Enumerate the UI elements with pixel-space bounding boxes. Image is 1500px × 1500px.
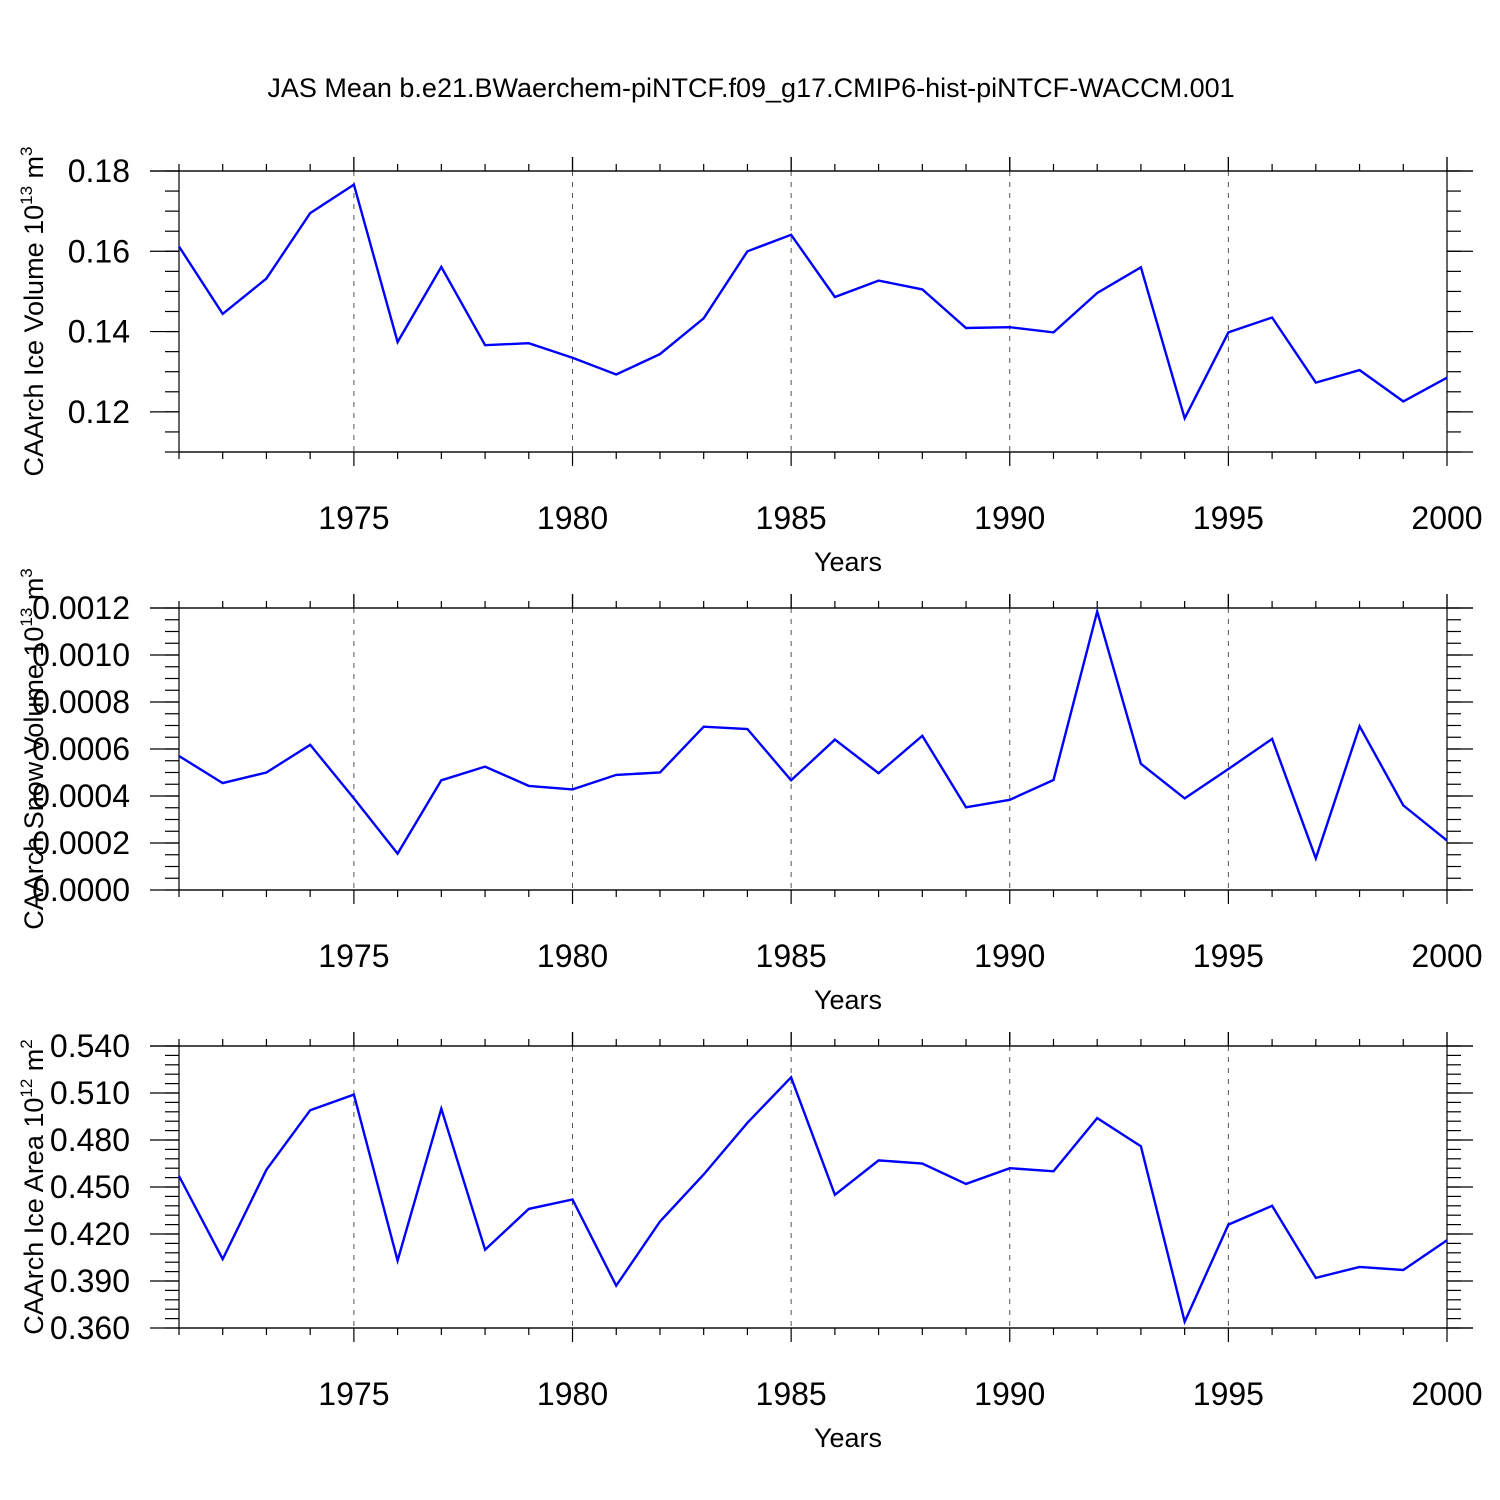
y-tick-label: 0.0012 — [32, 590, 130, 626]
y-tick-label: 0.0010 — [32, 637, 130, 673]
y-tick-label: 0.0004 — [32, 778, 130, 814]
x-tick-label: 1995 — [1193, 1376, 1264, 1412]
panel-ice-volume: 0.12 0.14 0.16 0.18 1975 1980 1985 1990 1995 2000… — [17, 146, 1483, 577]
y-tick-label: 0.12 — [68, 394, 130, 430]
x-tick-label: 1975 — [318, 500, 389, 536]
panel-ice-area: 0.360 0.390 0.420 0.450 0.480 0.510 0.540 1975 1… — [17, 1028, 1483, 1453]
x-tick-label: 2000 — [1411, 938, 1482, 974]
x-tick-label: 1995 — [1193, 938, 1264, 974]
x-tick-label: 1990 — [974, 938, 1045, 974]
y-tick-label: 0.420 — [50, 1216, 130, 1252]
figure-title: JAS Mean b.e21.BWaerchem-piNTCF.f09_g17.… — [267, 73, 1234, 103]
x-tick-label: 1990 — [974, 1376, 1045, 1412]
y-tick-label: 0.360 — [50, 1310, 130, 1346]
x-tick-label: 1995 — [1193, 500, 1264, 536]
x-axis-label: Years — [814, 547, 882, 577]
plot-frame — [178, 170, 1448, 453]
y-tick-label: 0.18 — [68, 153, 130, 189]
x-axis-label: Years — [814, 1423, 882, 1453]
y-tick-label: 0.16 — [68, 233, 130, 269]
plot-frame — [178, 1045, 1448, 1329]
x-tick-label: 1985 — [756, 500, 827, 536]
y-axis-label: CAArch Ice Volume 1013 m3 — [17, 146, 49, 476]
x-tick-label: 2000 — [1411, 500, 1482, 536]
panel-snow-volume: 0.0000 0.0002 0.0004 0.0006 0.0008 0.0010 0.00… — [17, 568, 1483, 1015]
x-tick-label: 1980 — [537, 500, 608, 536]
x-tick-label: 1990 — [974, 500, 1045, 536]
x-tick-label: 1985 — [756, 938, 827, 974]
x-axis-label: Years — [814, 985, 882, 1015]
y-tick-label: 0.0008 — [32, 684, 130, 720]
y-tick-label: 0.0002 — [32, 825, 130, 861]
series-line — [177, 1075, 1448, 1326]
x-tick-label: 1980 — [537, 1376, 608, 1412]
y-tick-label: 0.480 — [50, 1122, 130, 1158]
y-tick-label: 0.14 — [68, 314, 130, 350]
y-tick-label: 0.390 — [50, 1263, 130, 1299]
y-axis-label: CAArch Snow Volume 1013 m3 — [17, 568, 49, 930]
x-tick-label: 1975 — [318, 1376, 389, 1412]
x-tick-label: 2000 — [1411, 1376, 1482, 1412]
series-line — [178, 606, 1448, 862]
y-tick-label: 0.450 — [50, 1169, 130, 1205]
y-tick-label: 0.0000 — [32, 872, 130, 908]
series-line — [177, 182, 1448, 422]
x-tick-label: 1975 — [318, 938, 389, 974]
y-tick-label: 0.540 — [50, 1028, 130, 1064]
y-tick-label: 0.510 — [50, 1075, 130, 1111]
y-tick-label: 0.0006 — [32, 731, 130, 767]
y-axis-label: CAArch Ice Area 1012 m2 — [17, 1039, 49, 1335]
x-tick-label: 1980 — [537, 938, 608, 974]
x-tick-label: 1985 — [756, 1376, 827, 1412]
